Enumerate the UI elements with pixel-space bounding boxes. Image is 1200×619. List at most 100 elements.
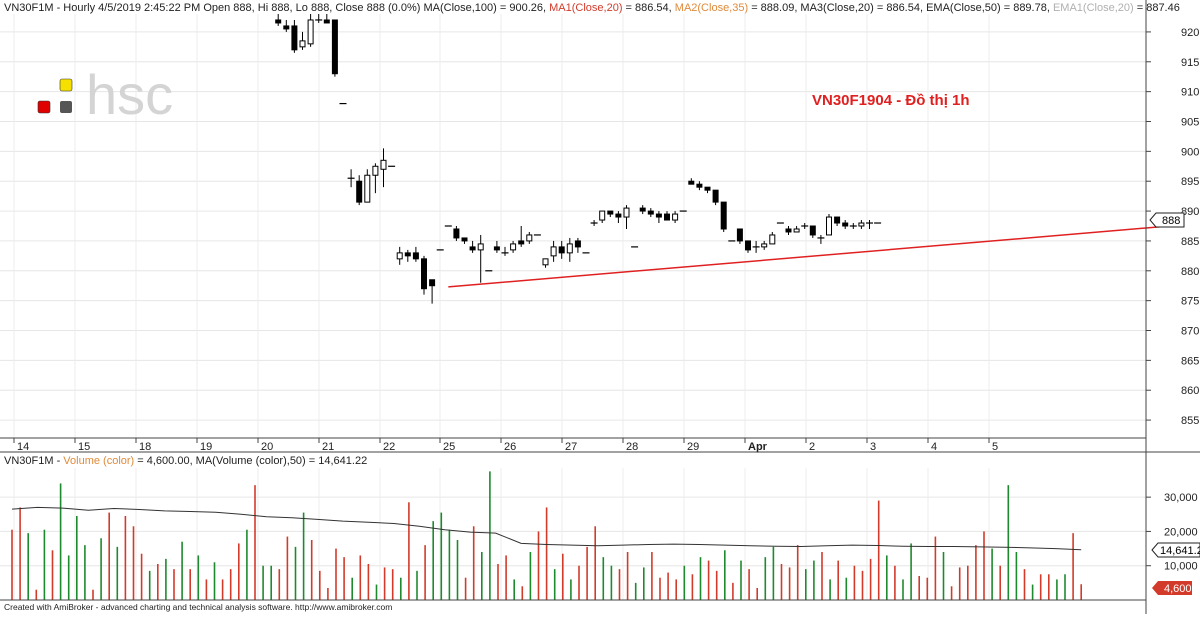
logo-red-square bbox=[37, 100, 51, 114]
candle-body bbox=[607, 210, 614, 215]
candle-body bbox=[404, 252, 411, 257]
date-tick-label: 2 bbox=[809, 441, 815, 453]
candle bbox=[396, 246, 403, 265]
candle-body bbox=[526, 234, 533, 242]
candle bbox=[769, 231, 776, 245]
candle-body bbox=[736, 228, 743, 242]
price-header: VN30F1M - Hourly 4/5/2019 2:45:22 PM Ope… bbox=[4, 2, 1180, 14]
candle bbox=[736, 228, 743, 244]
candle bbox=[664, 211, 670, 221]
candle bbox=[639, 205, 646, 215]
price-grid bbox=[0, 14, 1146, 438]
price-tick-label: 895 bbox=[1181, 176, 1199, 188]
candle bbox=[542, 258, 549, 268]
price-tick-label: 875 bbox=[1181, 296, 1199, 308]
candle-body bbox=[834, 216, 841, 224]
header-ema1: EMA1(Close,20) bbox=[1053, 2, 1134, 14]
candle bbox=[809, 225, 816, 238]
candle-body bbox=[550, 246, 557, 257]
candle-body bbox=[283, 25, 290, 30]
price-tick-label: 920 bbox=[1181, 27, 1199, 39]
candle bbox=[607, 210, 614, 218]
date-tick-label: 25 bbox=[443, 441, 455, 453]
candle bbox=[501, 246, 509, 256]
candle bbox=[566, 237, 573, 262]
candlesticks bbox=[275, 14, 882, 304]
candle-body bbox=[688, 180, 695, 185]
volume-header-prefix: VN30F1M - bbox=[4, 455, 63, 467]
candle-body bbox=[542, 258, 549, 266]
candle bbox=[590, 220, 598, 226]
date-tick-label: 3 bbox=[870, 441, 876, 453]
date-tick-label: 14 bbox=[17, 441, 29, 453]
date-tick-label: 28 bbox=[626, 441, 638, 453]
volume-tick-label: 30,000 bbox=[1164, 492, 1198, 504]
candle bbox=[461, 237, 468, 244]
date-tick-label: 26 bbox=[504, 441, 516, 453]
candle bbox=[793, 226, 800, 233]
price-tick-label: 905 bbox=[1181, 116, 1199, 128]
volume-header: VN30F1M - Volume (color) = 4,600.00, MA(… bbox=[4, 455, 367, 467]
candle-body bbox=[842, 222, 849, 227]
hsc-logo: hsc bbox=[37, 63, 173, 126]
chart-annotation: VN30F1904 - Đồ thị 1h bbox=[812, 92, 970, 109]
candle-body bbox=[356, 180, 363, 203]
price-tick-label: 915 bbox=[1181, 57, 1199, 69]
candle bbox=[283, 19, 290, 32]
candle bbox=[404, 249, 411, 262]
candle-body bbox=[429, 279, 436, 287]
last-ma-label: 14,641.2 bbox=[1160, 545, 1200, 557]
date-tick-label: 29 bbox=[687, 441, 699, 453]
candle-body bbox=[761, 243, 768, 248]
last-price-marker: 888 bbox=[1149, 212, 1185, 228]
candle bbox=[858, 220, 865, 229]
header-ma1: MA1(Close,20) bbox=[549, 2, 622, 14]
last-ma-marker: 14,641.2 bbox=[1151, 542, 1200, 558]
price-tick-label: 890 bbox=[1181, 206, 1199, 218]
candle-body bbox=[396, 252, 403, 260]
candle-body bbox=[372, 165, 379, 176]
date-tick-label: 20 bbox=[261, 441, 273, 453]
candle-body bbox=[745, 240, 751, 251]
logo-yellow-square bbox=[59, 78, 73, 92]
candle bbox=[842, 220, 849, 229]
candle-body bbox=[558, 246, 565, 254]
date-tick-label: 15 bbox=[78, 441, 90, 453]
candle bbox=[380, 148, 387, 188]
volume-tick-label: 10,000 bbox=[1164, 561, 1198, 573]
header-ma2-value: = 888.09, MA3(Close,20) = 886.54, EMA(Cl… bbox=[748, 2, 1053, 14]
candle bbox=[826, 214, 832, 236]
date-tick-label: Apr bbox=[748, 441, 768, 453]
candle bbox=[429, 279, 436, 304]
candle bbox=[623, 205, 630, 229]
candle bbox=[493, 240, 500, 253]
candle-body bbox=[307, 19, 314, 45]
candle-body bbox=[493, 246, 500, 251]
candle bbox=[518, 226, 525, 247]
candle bbox=[412, 246, 419, 262]
date-tick-label: 21 bbox=[322, 441, 334, 453]
candle-body bbox=[712, 189, 719, 203]
date-axis-ticks: 14 15 18 19 20 21 22 25 26 27 28 29 Apr 2 3 4 5 bbox=[13, 438, 998, 453]
candle bbox=[469, 240, 476, 253]
candle bbox=[866, 220, 873, 229]
price-tick-label: 910 bbox=[1181, 87, 1199, 99]
candle bbox=[558, 240, 565, 259]
candle bbox=[315, 14, 323, 23]
candle bbox=[752, 240, 760, 253]
candle bbox=[477, 234, 484, 283]
candle-body bbox=[647, 210, 654, 215]
logo-text: hsc bbox=[86, 63, 173, 126]
candle-body bbox=[510, 243, 517, 251]
candle bbox=[688, 178, 695, 185]
candle-body bbox=[809, 225, 816, 236]
candle-body bbox=[469, 246, 476, 251]
candle-body bbox=[461, 237, 468, 242]
candle-body bbox=[696, 183, 703, 188]
candle bbox=[696, 181, 703, 191]
candle-body bbox=[291, 25, 298, 51]
candle bbox=[299, 31, 306, 50]
last-volume-marker: 4,600 bbox=[1152, 581, 1192, 595]
date-tick-label: 18 bbox=[139, 441, 151, 453]
